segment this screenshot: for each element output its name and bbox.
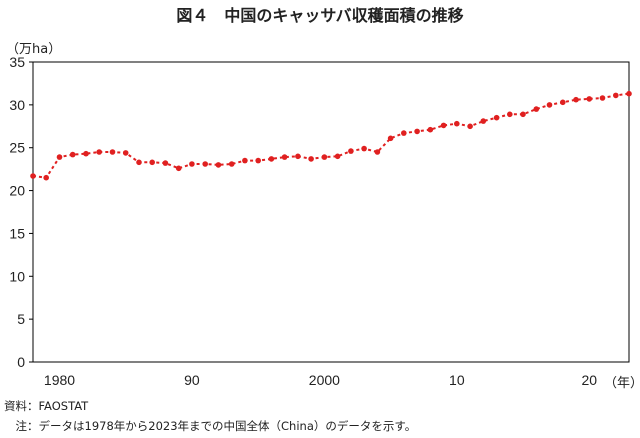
x-tick-label: 90: [184, 372, 200, 388]
data-point: [361, 145, 367, 152]
data-point: [440, 122, 447, 129]
data-point: [281, 154, 288, 160]
data-point: [493, 114, 500, 121]
data-point: [255, 157, 261, 164]
data-point: [626, 90, 632, 97]
x-tick-label: 20: [581, 372, 597, 388]
y-tick-label: 30: [9, 97, 25, 113]
data-point: [83, 150, 89, 157]
data-point: [136, 159, 142, 166]
data-point: [69, 151, 76, 158]
data-point: [454, 120, 460, 127]
data-point: [268, 156, 275, 162]
series-line: [32, 92, 630, 179]
source-note: 資料：FAOSTAT: [4, 399, 89, 413]
y-tick-label: 25: [9, 140, 25, 156]
data-point: [401, 130, 407, 136]
data-point: [96, 149, 102, 155]
x-tick-label: 10: [449, 372, 465, 388]
data-point: [30, 173, 36, 179]
data-point: [109, 149, 116, 155]
data-point: [414, 128, 420, 135]
data-point: [520, 111, 526, 118]
data-point: [387, 135, 394, 142]
data-point: [573, 96, 579, 103]
data-point: [295, 153, 301, 160]
data-point: [228, 161, 235, 167]
data-point: [586, 96, 593, 102]
data-point: [507, 111, 513, 118]
data-point: [189, 161, 195, 167]
x-tick-label: 2000: [309, 372, 340, 388]
y-tick-label: 5: [17, 311, 25, 327]
data-point: [56, 154, 63, 160]
x-axis-unit-label: （年）: [604, 376, 640, 391]
data-point: [613, 92, 619, 99]
data-point: [175, 165, 182, 172]
y-axis-unit-label: （万ha）: [6, 42, 62, 57]
plot-area-frame: [32, 61, 630, 363]
notes-block: 資料：FAOSTAT 注：データは1978年から2023年までの中国全体（Chi…: [4, 396, 416, 436]
data-point: [480, 118, 487, 124]
data-point: [202, 161, 208, 167]
data-point: [334, 153, 341, 160]
y-tick-label: 15: [9, 225, 25, 241]
data-point: [242, 157, 248, 164]
y-tick-label: 10: [9, 268, 25, 284]
data-point: [374, 149, 381, 155]
data-point: [427, 126, 434, 133]
data-point: [43, 174, 49, 181]
data-point: [215, 162, 222, 168]
data-point: [560, 99, 566, 106]
chart-title: 図４ 中国のキャッサバ収穫面積の推移: [176, 6, 464, 25]
x-tick-label: 1980: [44, 372, 75, 388]
data-point: [348, 148, 354, 154]
y-tick-label: 20: [9, 183, 25, 199]
data-point: [308, 156, 314, 162]
data-point: [149, 159, 155, 166]
y-tick-label: 35: [9, 54, 25, 70]
data-point: [533, 106, 540, 112]
data-point: [122, 150, 129, 156]
data-point: [162, 160, 169, 166]
data-point: [321, 154, 328, 160]
data-note: 注：データは1978年から2023年までの中国全体（China）のデータを示す。: [4, 419, 417, 433]
data-point: [599, 95, 606, 101]
data-point: [546, 102, 553, 108]
y-tick-label: 0: [17, 354, 25, 370]
data-point: [467, 123, 473, 130]
